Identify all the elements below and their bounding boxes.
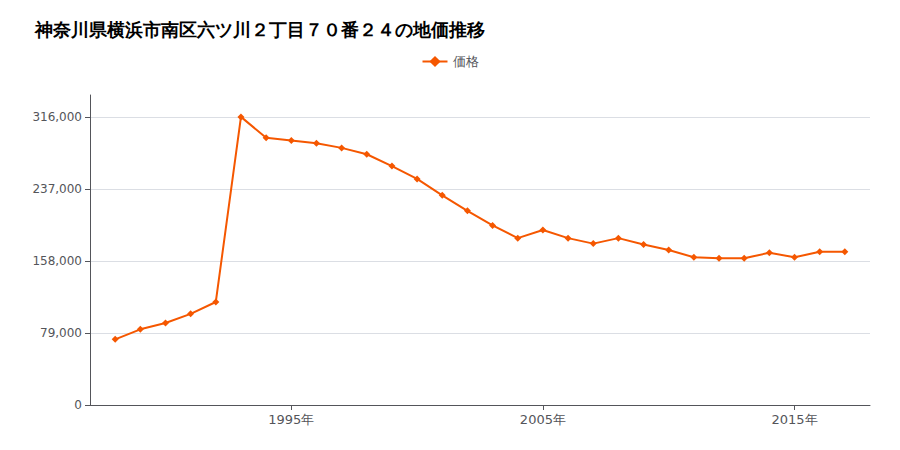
svg-text:0: 0 [74,398,82,412]
svg-text:158,000: 158,000 [32,254,82,268]
svg-text:316,000: 316,000 [32,110,82,124]
svg-text:2015年: 2015年 [771,412,817,427]
svg-text:神奈川県横浜市南区六ツ川２丁目７０番２４の地価推移: 神奈川県横浜市南区六ツ川２丁目７０番２４の地価推移 [34,19,485,40]
svg-text:79,000: 79,000 [40,326,82,340]
svg-text:1995年: 1995年 [268,412,314,427]
svg-text:2005年: 2005年 [520,412,566,427]
svg-text:価格: 価格 [453,54,479,69]
svg-text:237,000: 237,000 [32,182,82,196]
